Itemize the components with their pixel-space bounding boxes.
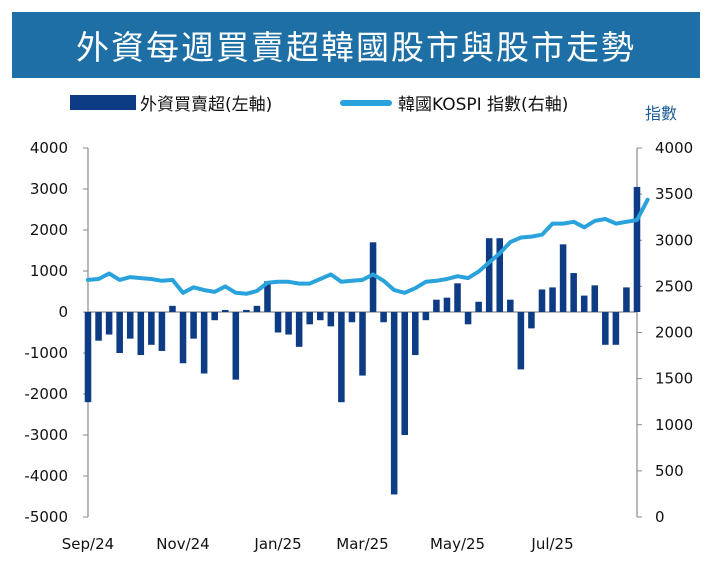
net-buy-bar [422,312,430,321]
net-buy-bar [549,287,556,312]
legend-item-kospi: 韓國KOSPI 指數(右軸) [340,90,568,115]
net-buy-bar [179,312,187,364]
left-tick-label: -5000 [24,508,68,526]
right-tick-label: 0 [655,508,665,526]
right-tick-label: 500 [655,462,684,480]
net-buy-bar [602,312,609,345]
net-buy-bar [200,312,208,374]
net-buy-bar [243,309,250,312]
left-tick-label: 3000 [30,180,68,198]
chart-title-bar: 外資每週買賣超韓國股市與股市走勢 [12,12,700,78]
left-tick-label: 0 [58,303,68,321]
chart-title: 外資每週買賣超韓國股市與股市走勢 [76,28,636,67]
net-buy-bar [306,312,313,325]
left-tick-label: -1000 [24,344,68,362]
x-tick-label: Mar/25 [336,535,388,553]
legend-line-swatch [340,99,392,106]
net-buy-bar [295,312,303,347]
net-buy-bar [327,312,335,327]
net-buy-bar [390,312,398,495]
net-buy-bar [285,312,292,335]
net-buy-bar [580,295,588,312]
x-tick-label: Jan/25 [253,535,301,553]
left-tick-label: -2000 [24,385,68,403]
net-buy-bar [190,312,197,339]
x-tick-label: Jul/25 [530,535,573,553]
kospi-line [86,197,650,296]
net-buy-bar [338,312,345,403]
net-buy-bar [158,312,166,351]
net-buy-bar [412,312,419,356]
net-buy-bar [211,312,218,321]
net-buy-bar [369,242,377,312]
net-buy-bar [433,299,440,312]
right-tick-label: 3000 [655,231,693,249]
net-buy-bar [623,287,630,312]
right-tick-label: 1000 [655,416,693,434]
legend: 外資買賣超(左軸) 韓國KOSPI 指數(右軸) [0,84,712,118]
net-buy-bar [559,244,567,312]
net-buy-bar [464,312,472,325]
net-buy-bar [517,312,525,370]
net-buy-bar [475,301,482,312]
net-buy-bar [538,289,546,312]
right-tick-label: 4000 [655,139,693,157]
net-buy-bar [316,312,324,321]
legend-item-net-buy: 外資買賣超(左軸) [70,90,272,115]
legend-label-net-buy: 外資買賣超(左軸) [140,95,273,115]
net-buy-bar [105,312,113,335]
net-buy-bar [148,312,155,345]
net-buy-bar [633,186,641,312]
right-axis-unit-label: 指數 [645,104,678,123]
left-tick-label: 1000 [30,262,68,280]
left-tick-label: -3000 [24,426,68,444]
net-buy-bar [126,312,134,339]
left-tick-label: 2000 [30,221,68,239]
net-buy-bar [454,283,461,312]
net-buy-bar [169,305,176,312]
x-tick-label: May/25 [430,535,485,553]
legend-label-kospi: 韓國KOSPI 指數(右軸) [398,95,569,115]
net-buy-bar [84,312,92,403]
net-buy-bar [496,238,504,312]
net-buy-bar [274,312,282,333]
x-tick-label: Sep/24 [62,535,114,553]
net-buy-bar [528,312,535,329]
net-buy-bar [507,299,514,312]
net-buy-bar [95,312,102,341]
legend-bar-swatch [70,95,136,110]
left-tick-label: -4000 [24,467,68,485]
x-tick-label: Nov/24 [156,535,209,553]
net-buy-bar [380,312,387,323]
net-buy-bar [443,297,451,312]
right-tick-label: 1500 [655,370,693,388]
net-buy-bar [359,312,366,376]
net-buy-bar [570,273,577,312]
net-buy-bar [232,312,240,380]
net-buy-bar [264,281,271,312]
net-buy-bar [485,238,493,312]
net-buy-bar [253,305,261,312]
net-buy-bar [612,312,620,345]
net-buy-bar [348,312,356,323]
net-buy-bar [137,312,145,356]
right-tick-label: 2500 [655,277,693,295]
left-tick-label: 4000 [30,139,68,157]
net-buy-bar [221,309,229,312]
net-buy-bar [401,312,409,435]
right-tick-label: 2000 [655,324,693,342]
right-tick-label: 3500 [655,185,693,203]
net-buy-bar [591,285,599,312]
net-buy-bar [116,312,123,353]
